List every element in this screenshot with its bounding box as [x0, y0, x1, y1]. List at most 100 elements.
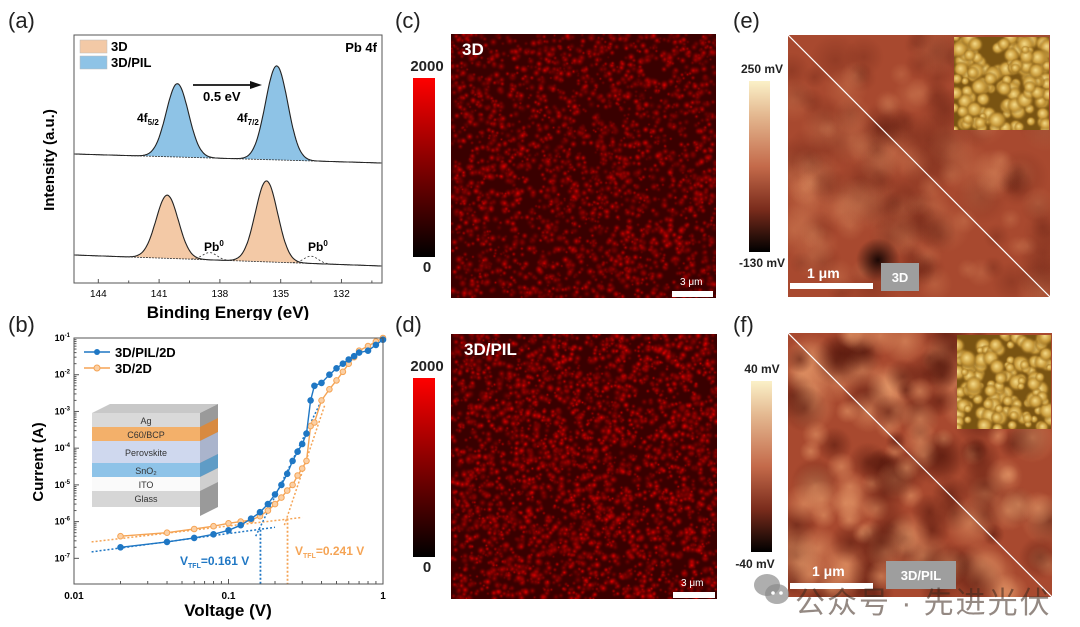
- layer-label-glass: Glass: [134, 494, 158, 504]
- iv-point: [247, 515, 255, 523]
- xps-envelope-pil: [74, 65, 382, 164]
- cbar-d-max: 2000: [410, 358, 444, 375]
- xps-baseline-3d: [73, 254, 383, 267]
- iv-ytick-label: 10-6: [55, 517, 71, 527]
- diagonal-divider-e: [788, 35, 1050, 297]
- layer-glass: [92, 491, 200, 507]
- iv-point: [307, 397, 314, 404]
- iv-point: [283, 470, 291, 478]
- cbar-f-max: 40 mV: [744, 362, 780, 376]
- iv-point: [326, 386, 333, 393]
- cbar-c-max: 2000: [410, 58, 444, 75]
- xps-peak-fill-pil: [74, 65, 381, 163]
- diagonal-divider-f: [788, 333, 1052, 597]
- scalebar-e: [790, 283, 873, 289]
- panel-e-label: (e): [733, 8, 760, 33]
- iv-ylabel: Current (A): [30, 422, 47, 501]
- iv-point: [225, 520, 232, 527]
- iv-point: [350, 352, 358, 360]
- legend-swatch-3d: [79, 39, 108, 54]
- layer-label-ito: ITO: [139, 480, 154, 490]
- xps-xtick-label: 138: [212, 289, 229, 300]
- layer-ito: [92, 477, 200, 491]
- iv-point: [117, 544, 124, 551]
- tfl-fit-orange: [283, 404, 326, 526]
- iv-point: [210, 531, 217, 538]
- iv-point: [339, 360, 347, 368]
- pl-map-3d-pil: [451, 334, 717, 599]
- vtfl-label-blue: VTFL=0.161 V: [180, 554, 249, 570]
- xps-frame: [73, 34, 383, 284]
- pb4f-label: Pb 4f: [345, 40, 377, 55]
- iv-point: [294, 472, 301, 479]
- xps-envelope-3d: [74, 180, 382, 267]
- iv-point: [190, 534, 198, 542]
- xps-xtick-label: 132: [333, 289, 350, 300]
- label-pb0-left: Pb0: [204, 239, 224, 254]
- xps-xtick-label: 135: [272, 289, 289, 300]
- afm-inset-3d-pil: [957, 335, 1051, 429]
- panel-b-label: (b): [8, 312, 35, 337]
- vtfl-label-orange: VTFL=0.241 V: [295, 544, 364, 560]
- iv-point: [318, 379, 325, 387]
- colorbar-f: [751, 381, 772, 552]
- iv-point: [289, 481, 296, 489]
- iv-point: [339, 368, 347, 376]
- layer-sno2: [92, 463, 200, 477]
- iv-point: [298, 465, 306, 472]
- sample-tag-d: 3D/PIL: [464, 340, 517, 359]
- iv-point: [303, 457, 310, 465]
- cbar-f-min: -40 mV: [735, 557, 775, 571]
- iv-xtick-label: 0.01: [64, 591, 84, 602]
- iv-point: [237, 521, 244, 529]
- iv-ytick-label: 10-7: [55, 553, 71, 563]
- scalebar-d-label: 3 μm: [681, 578, 704, 589]
- shift-arrow-head-icon: [250, 81, 262, 89]
- iv-ytick-label: 10-2: [55, 370, 71, 380]
- iv-point: [190, 525, 198, 533]
- afm-inset-3d: [954, 37, 1049, 130]
- label-4f52: 4f5/2: [137, 111, 159, 127]
- scalebar-f-label: 1 μm: [812, 563, 845, 579]
- legend-swatch-3d-pil: [79, 55, 108, 70]
- iv-xlabel: Voltage (V): [184, 601, 272, 620]
- pl-map-3d: [451, 34, 716, 298]
- iv-point: [225, 527, 232, 534]
- scalebar-c-label: 3 μm: [680, 277, 703, 288]
- panel-d-label: (d): [395, 312, 422, 337]
- xps-baseline-pil: [73, 153, 383, 164]
- iv-point: [283, 487, 291, 494]
- iv-point: [298, 440, 306, 448]
- iv-point: [333, 377, 340, 384]
- colorbar-e: [749, 81, 770, 252]
- ohmic-fit-orange: [91, 516, 303, 543]
- legend-label-3d-pil: 3D/PIL: [111, 55, 152, 70]
- iv-point: [294, 448, 301, 456]
- layer-label-perovskite: Perovskite: [125, 448, 167, 458]
- panel-a-label: (a): [8, 8, 35, 33]
- panel-f-label: (f): [733, 312, 754, 337]
- iv-point: [264, 500, 272, 508]
- scalebar-e-label: 1 μm: [807, 265, 840, 281]
- iv-point: [355, 349, 363, 356]
- sample-tag-f: 3D/PIL: [886, 561, 956, 589]
- legend-label-3d: 3D: [111, 39, 128, 54]
- cbar-d-min: 0: [422, 559, 432, 576]
- shift-label: 0.5 eV: [203, 89, 241, 104]
- iv-point: [345, 356, 353, 363]
- cbar-e-min: -130 mV: [738, 256, 786, 270]
- iv-xtick-label: 1: [380, 591, 386, 602]
- label-4f72: 4f7/2: [237, 111, 259, 127]
- layer-label-c60: C60/BCP: [127, 430, 165, 440]
- iv-point: [256, 508, 264, 516]
- colorbar-c: [413, 78, 435, 257]
- device-stack-schematic: Ag C60/BCP Perovskite SnO₂ ITO Glass: [92, 404, 218, 516]
- iv-point: [364, 347, 372, 355]
- xps-chart: 144 141 138 135 132 3D 3D/PIL Pb 4f 0.5 eV 4…: [41, 34, 383, 320]
- cbar-c-min: 0: [422, 259, 432, 276]
- scalebar-c: [672, 291, 713, 297]
- iv-xtick-label: 0.1: [222, 591, 236, 602]
- colorbar-d: [413, 378, 435, 557]
- layer-label-ag: Ag: [140, 416, 151, 426]
- iv-point: [326, 371, 333, 379]
